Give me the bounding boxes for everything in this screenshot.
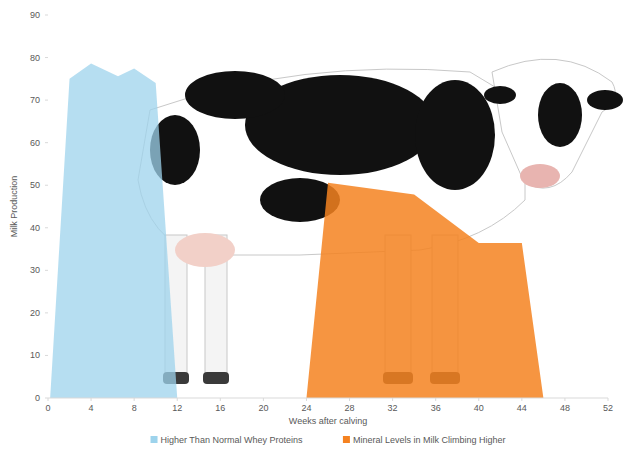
- y-tick-label: 60: [30, 138, 40, 148]
- y-tick: [45, 15, 48, 16]
- cow-udder: [175, 233, 235, 267]
- cow-ear: [587, 90, 623, 110]
- legend: Higher Than Normal Whey Proteins Mineral …: [151, 435, 506, 445]
- cow-patch: [538, 83, 582, 147]
- y-tick: [45, 57, 48, 58]
- area: [50, 64, 177, 398]
- cow-ear: [484, 86, 516, 104]
- y-tick: [45, 270, 48, 271]
- x-tick: [521, 398, 522, 401]
- x-tick-label: 28: [345, 403, 355, 413]
- y-tick-label: 30: [30, 265, 40, 275]
- x-tick-label: 0: [45, 403, 50, 413]
- x-tick-label: 40: [474, 403, 484, 413]
- x-axis-title: Weeks after calving: [289, 416, 367, 426]
- y-tick: [45, 227, 48, 228]
- x-tick: [478, 398, 479, 401]
- cow-patch: [185, 71, 285, 119]
- x-tick-label: 20: [258, 403, 268, 413]
- x-tick: [134, 398, 135, 401]
- x-tick: [306, 398, 307, 401]
- x-tick: [263, 398, 264, 401]
- cow-hoof: [203, 372, 229, 384]
- x-tick-label: 36: [431, 403, 441, 413]
- y-tick: [45, 100, 48, 101]
- y-tick-label: 40: [30, 223, 40, 233]
- legend-item: Mineral Levels in Milk Climbing Higher: [343, 435, 506, 445]
- x-tick-label: 48: [560, 403, 570, 413]
- cow-head: [492, 59, 615, 188]
- x-tick: [177, 398, 178, 401]
- y-tick-label: 90: [30, 10, 40, 20]
- x-tick: [349, 398, 350, 401]
- y-tick: [45, 398, 48, 399]
- legend-item: Higher Than Normal Whey Proteins: [151, 435, 303, 445]
- x-tick: [220, 398, 221, 401]
- y-tick-label: 10: [30, 350, 40, 360]
- x-axis-line: [48, 398, 608, 399]
- area: [306, 183, 543, 398]
- x-tick-label: 32: [388, 403, 398, 413]
- cow-nose: [520, 164, 560, 188]
- x-tick: [564, 398, 565, 401]
- y-tick: [45, 142, 48, 143]
- legend-label: Higher Than Normal Whey Proteins: [161, 435, 303, 445]
- cow-patch: [415, 80, 495, 190]
- x-tick: [608, 398, 609, 401]
- y-tick: [45, 355, 48, 356]
- x-tick-label: 16: [215, 403, 225, 413]
- chart: 0481216202428323640444852010203040506070…: [0, 0, 627, 453]
- x-tick-label: 12: [172, 403, 182, 413]
- x-tick: [392, 398, 393, 401]
- y-tick-label: 50: [30, 180, 40, 190]
- y-tick-label: 20: [30, 308, 40, 318]
- y-tick: [45, 312, 48, 313]
- x-tick-label: 24: [301, 403, 311, 413]
- x-tick-label: 8: [132, 403, 137, 413]
- y-tick-label: 70: [30, 95, 40, 105]
- x-tick-label: 4: [89, 403, 94, 413]
- y-tick-label: 0: [35, 393, 40, 403]
- y-axis-title: Milk Production: [9, 176, 19, 238]
- x-tick: [435, 398, 436, 401]
- y-tick-label: 80: [30, 53, 40, 63]
- x-tick-label: 44: [517, 403, 527, 413]
- x-tick-label: 52: [603, 403, 613, 413]
- plot-area: [50, 64, 543, 398]
- y-tick: [45, 185, 48, 186]
- legend-label: Mineral Levels in Milk Climbing Higher: [353, 435, 506, 445]
- x-tick: [91, 398, 92, 401]
- legend-swatch: [151, 436, 158, 443]
- legend-swatch: [343, 436, 350, 443]
